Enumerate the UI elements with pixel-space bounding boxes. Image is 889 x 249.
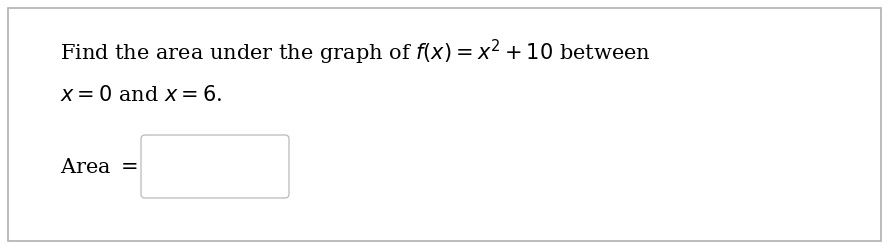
Text: Find the area under the graph of $f(x) = x^2 + 10$ between: Find the area under the graph of $f(x) =… — [60, 37, 651, 66]
FancyBboxPatch shape — [8, 8, 881, 241]
FancyBboxPatch shape — [141, 135, 289, 198]
Text: Area $=$: Area $=$ — [60, 158, 138, 177]
Text: $x = 0$ and $x = 6$.: $x = 0$ and $x = 6$. — [60, 85, 222, 105]
